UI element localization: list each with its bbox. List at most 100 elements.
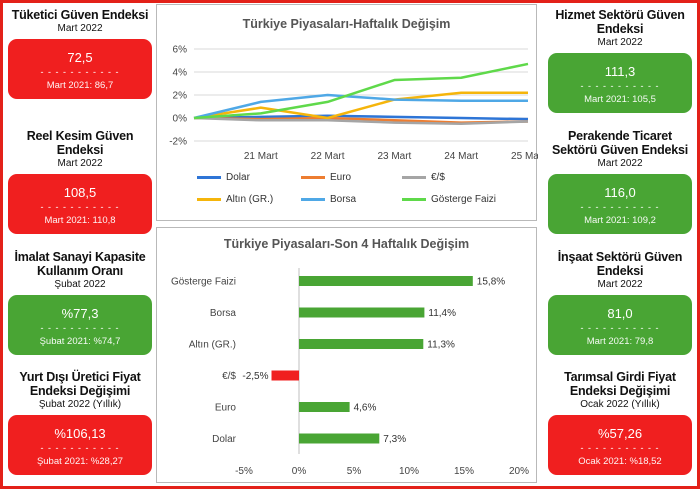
indicator-value: 116,0: [604, 185, 636, 200]
legend-label: Altın (GR.): [226, 194, 274, 205]
indicator-previous-value: Şubat 2021: %28,27: [36, 456, 124, 467]
x-tick-label: 25 Mart: [511, 151, 538, 162]
right-indicator-4: Tarımsal Girdi Fiyat Endeksi Değişimi Oca…: [544, 370, 696, 475]
y-tick-label: 6%: [173, 45, 188, 56]
four-week-chart-title: Türkiye Piyasaları-Son 4 Haftalık Değişi…: [223, 237, 470, 251]
left-indicator-4: Yurt Dışı Üretici Fiyat Endeksi Değişimi…: [4, 370, 156, 475]
indicator-value: 108,5: [63, 185, 97, 200]
indicator-value-box: 72,5 - - - - - - - - - - - Mart 2021: 86,7: [8, 39, 152, 99]
indicator-value-box: %77,3 - - - - - - - - - - - Şubat 2021: %7…: [8, 295, 152, 355]
x-tick-label: 21 Mart: [244, 151, 278, 162]
x-tick-label: 20%: [509, 466, 529, 477]
category-label: Dolar: [212, 434, 237, 445]
indicator-previous-value: Mart 2021: 109,2: [584, 215, 656, 226]
indicator-previous-value: Mart 2021: 110,8: [44, 215, 116, 226]
bar-Altın (GR.): [299, 339, 424, 349]
x-tick-label: 24 Mart: [444, 151, 478, 162]
series-line-Dolar: [193, 114, 529, 121]
left-indicator-2: Reel Kesim Güven Endeksi Mart 2022 108,5 - …: [4, 129, 156, 234]
category-label: Altın (GR.): [189, 340, 236, 351]
value-label: 7,3%: [383, 434, 406, 445]
indicator-divider: - - - - - - - - - - -: [40, 202, 120, 212]
weekly-line-chart: -2% 0% 2% 4% 6% 21 Mart 22 Mart 23 Mart 24 Mart 2…: [169, 45, 538, 163]
weekly-chart-title: Türkiye Piyasaları-Haftalık Değişim: [242, 17, 451, 31]
legend-swatch: [301, 197, 325, 201]
legend-label: Dolar: [226, 172, 250, 183]
x-tick-label: -5%: [235, 466, 253, 477]
legend-swatch: [301, 175, 325, 179]
value-label: -2,5%: [242, 371, 268, 382]
series-line-Borsa: [193, 93, 528, 120]
indicator-value-box: 116,0 - - - - - - - - - - - Mart 2021: 109…: [548, 174, 692, 234]
indicator-value-box: %57,26 - - - - - - - - - - - Ocak 2021: %1…: [548, 415, 692, 475]
indicator-title: Tarımsal Girdi Fiyat Endeksi Değişimi: [564, 370, 676, 398]
indicator-title: Tüketici Güven Endeksi: [11, 8, 149, 22]
bar-Dolar: [299, 433, 380, 444]
category-label: €/$: [222, 371, 236, 382]
legend-swatch: [402, 175, 426, 179]
bar-Euro: [299, 402, 350, 412]
bar-Borsa: [299, 307, 425, 318]
legend-label: Euro: [330, 172, 352, 183]
indicator-title: Yurt Dışı Üretici Fiyat Endeksi Değişimi: [19, 370, 141, 398]
left-indicator-1: Tüketici Güven Endeksi Mart 2022 72,5 - - -…: [4, 8, 156, 99]
y-tick-label: -2%: [169, 137, 187, 148]
x-tick-label: 22 Mart: [311, 151, 345, 162]
right-indicator-3: İnşaat Sektörü Güven Endeksi Mart 2022 81,…: [544, 250, 696, 355]
indicator-divider: - - - - - - - - - - -: [580, 81, 660, 91]
indicator-title: İmalat Sanayi Kapasite Kullanım Oranı: [14, 250, 146, 278]
category-label: Euro: [215, 403, 237, 414]
indicator-period: Şubat 2022 (Yıllık): [38, 399, 122, 410]
series-line-€/$: [193, 116, 529, 125]
legend-item: Euro: [301, 172, 351, 183]
value-label: 4,6%: [354, 403, 377, 414]
x-tick-label: 0%: [292, 466, 307, 477]
indicator-previous-value: Mart 2021: 79,8: [586, 336, 654, 347]
legend-item: Altın (GR.): [197, 194, 273, 205]
indicator-period: Mart 2022: [597, 279, 643, 290]
indicator-value: %77,3: [61, 306, 99, 321]
bar-€/$: [271, 370, 299, 381]
indicator-period: Mart 2022: [57, 158, 103, 169]
indicator-period: Ocak 2022 (Yıllık): [580, 399, 660, 410]
indicator-divider: - - - - - - - - - - -: [580, 202, 660, 212]
indicator-value-box: 81,0 - - - - - - - - - - - Mart 2021: 79,8: [548, 295, 692, 355]
four-week-change-chart-panel: Türkiye Piyasaları-Son 4 Haftalık Değişi…: [156, 227, 537, 483]
legend-swatch: [197, 197, 221, 201]
indicator-title: Perakende Ticaret Sektörü Güven Endeksi: [551, 129, 689, 157]
indicator-period: Şubat 2022: [54, 279, 106, 290]
weekly-change-chart-panel: Türkiye Piyasaları-Haftalık Değişim -2% 0…: [156, 4, 538, 221]
series-line-Gösterge Faizi: [193, 62, 529, 120]
indicator-previous-value: Şubat 2021: %74,7: [39, 336, 121, 347]
category-label: Gösterge Faizi: [171, 277, 236, 288]
y-tick-label: 0%: [173, 114, 188, 125]
category-label: Borsa: [210, 308, 237, 319]
left-indicator-3: İmalat Sanayi Kapasite Kullanım Oranı Şub…: [4, 250, 156, 355]
legend-item: Borsa: [301, 194, 356, 205]
bar-Gösterge Faizi: [299, 276, 473, 286]
indicator-divider: - - - - - - - - - - -: [40, 323, 120, 333]
value-label: 11,4%: [428, 308, 456, 319]
indicator-value: %57,26: [597, 426, 643, 441]
indicator-value-box: 111,3 - - - - - - - - - - - Mart 2021: 105…: [548, 53, 692, 113]
legend-swatch: [402, 197, 426, 201]
legend-item: Gösterge Faizi: [402, 194, 496, 205]
indicator-divider: - - - - - - - - - - -: [40, 67, 120, 77]
x-tick-label: 10%: [399, 466, 419, 477]
series-line-Altın (GR.): [193, 91, 528, 120]
indicator-divider: - - - - - - - - - - -: [40, 443, 120, 453]
indicator-divider: - - - - - - - - - - -: [580, 443, 660, 453]
value-label: 15,8%: [477, 277, 505, 288]
indicator-divider: - - - - - - - - - - -: [580, 323, 660, 333]
indicator-title: İnşaat Sektörü Güven Endeksi: [557, 250, 683, 278]
indicator-period: Mart 2022: [57, 23, 103, 34]
indicator-previous-value: Ocak 2021: %18,52: [578, 456, 662, 467]
indicator-title: Reel Kesim Güven Endeksi: [26, 129, 134, 157]
indicator-previous-value: Mart 2021: 105,5: [584, 94, 656, 105]
indicator-title: Hizmet Sektörü Güven Endeksi: [555, 8, 685, 36]
x-tick-label: 23 Mart: [377, 151, 411, 162]
y-tick-label: 4%: [173, 68, 188, 79]
legend-label: Borsa: [330, 194, 357, 205]
indicator-previous-value: Mart 2021: 86,7: [46, 80, 114, 91]
x-tick-label: 5%: [347, 466, 362, 477]
